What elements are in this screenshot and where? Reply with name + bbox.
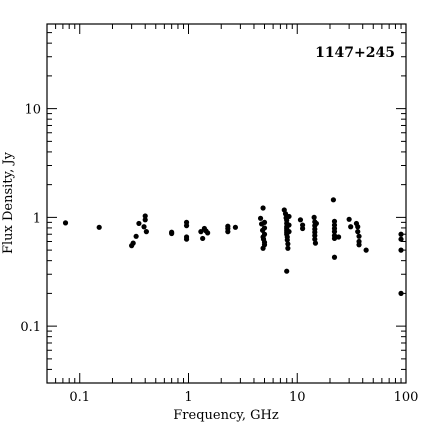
data-point	[183, 234, 190, 240]
data-point	[286, 229, 292, 235]
data-point	[261, 225, 268, 231]
data-point	[312, 236, 318, 242]
data-point	[398, 247, 404, 253]
axis-ticks	[46, 23, 407, 384]
x-tick-label: 0.1	[69, 390, 90, 405]
data-point	[130, 240, 136, 246]
y-tick-label: 10	[24, 103, 41, 118]
data-point	[260, 205, 266, 211]
data-point	[284, 268, 290, 274]
data-point	[398, 231, 404, 237]
data-point	[261, 219, 268, 225]
data-point	[141, 224, 147, 230]
data-point	[133, 233, 139, 239]
data-point	[356, 233, 362, 239]
data-point	[205, 230, 211, 236]
data-point	[261, 231, 268, 237]
data-point	[286, 213, 292, 220]
data-point	[363, 247, 369, 253]
y-tick-label: 0.1	[20, 320, 41, 335]
data-point	[143, 229, 149, 235]
data-point	[169, 229, 175, 235]
data-point	[330, 197, 337, 203]
data-point	[331, 254, 338, 260]
data-point	[355, 229, 361, 235]
data-point	[299, 225, 306, 232]
data-point	[297, 217, 304, 223]
data-point	[142, 217, 148, 223]
x-axis-label: Frequency, GHz	[173, 408, 279, 423]
data-point	[286, 222, 292, 228]
data-point	[331, 235, 338, 242]
data-point	[355, 224, 361, 230]
data-point	[331, 229, 338, 235]
data-point	[225, 229, 231, 235]
plot-frame	[46, 23, 407, 384]
data-points	[62, 197, 404, 296]
data-point	[356, 242, 362, 248]
y-axis-label: Flux Density, Jy	[1, 151, 16, 254]
data-point	[285, 245, 291, 251]
data-point	[331, 218, 338, 224]
data-point	[348, 224, 354, 230]
data-point	[398, 290, 404, 296]
data-point	[136, 220, 142, 227]
x-tick-label: 100	[394, 390, 419, 405]
data-point	[284, 237, 290, 243]
data-point	[398, 236, 404, 242]
data-point	[232, 224, 239, 230]
data-point	[282, 211, 289, 217]
x-tick-label: 1	[184, 390, 192, 405]
y-tick-label: 1	[33, 211, 41, 226]
data-point	[285, 241, 291, 247]
data-point	[312, 232, 318, 239]
chart-title: 1147+245	[315, 45, 395, 61]
data-point	[198, 229, 204, 235]
tick-labels: 0.1 1 10 100 0.1 1 10	[20, 103, 418, 405]
data-point	[312, 240, 319, 246]
data-point	[183, 219, 190, 225]
data-point	[346, 216, 352, 222]
data-point	[313, 220, 319, 227]
data-point	[261, 242, 268, 248]
data-point	[311, 214, 317, 220]
data-point	[142, 213, 148, 219]
data-point	[96, 224, 102, 230]
data-point	[335, 234, 342, 240]
data-point	[200, 235, 206, 242]
data-point	[62, 220, 69, 226]
data-point	[257, 215, 264, 221]
x-tick-label: 10	[289, 390, 306, 405]
